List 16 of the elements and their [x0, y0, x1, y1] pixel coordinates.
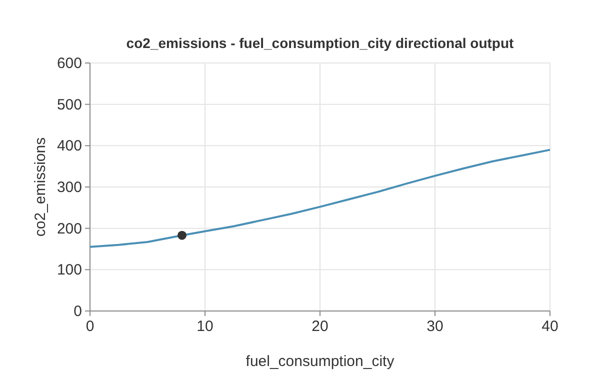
y-tick-label: 100: [56, 262, 82, 279]
y-tick-label: 200: [56, 220, 82, 238]
x-axis-title: fuel_consumption_city: [246, 353, 395, 370]
x-tick-label: 20: [312, 318, 328, 335]
x-tick-label: 10: [196, 318, 214, 335]
y-tick-label: 500: [56, 96, 82, 114]
y-axis-title: co2_emissions: [32, 137, 49, 237]
x-tick-label: 40: [542, 318, 558, 335]
chart-title: co2_emissions - fuel_consumption_city directional output: [126, 35, 514, 51]
x-tick-label: 0: [86, 318, 94, 335]
y-tick-label: 300: [56, 179, 82, 196]
y-tick-label: 0: [74, 303, 82, 320]
line-series: [89, 148, 551, 248]
x-tick-label: 30: [426, 318, 444, 335]
y-tick-label: 400: [56, 138, 82, 155]
y-tick-label: 600: [56, 55, 82, 72]
